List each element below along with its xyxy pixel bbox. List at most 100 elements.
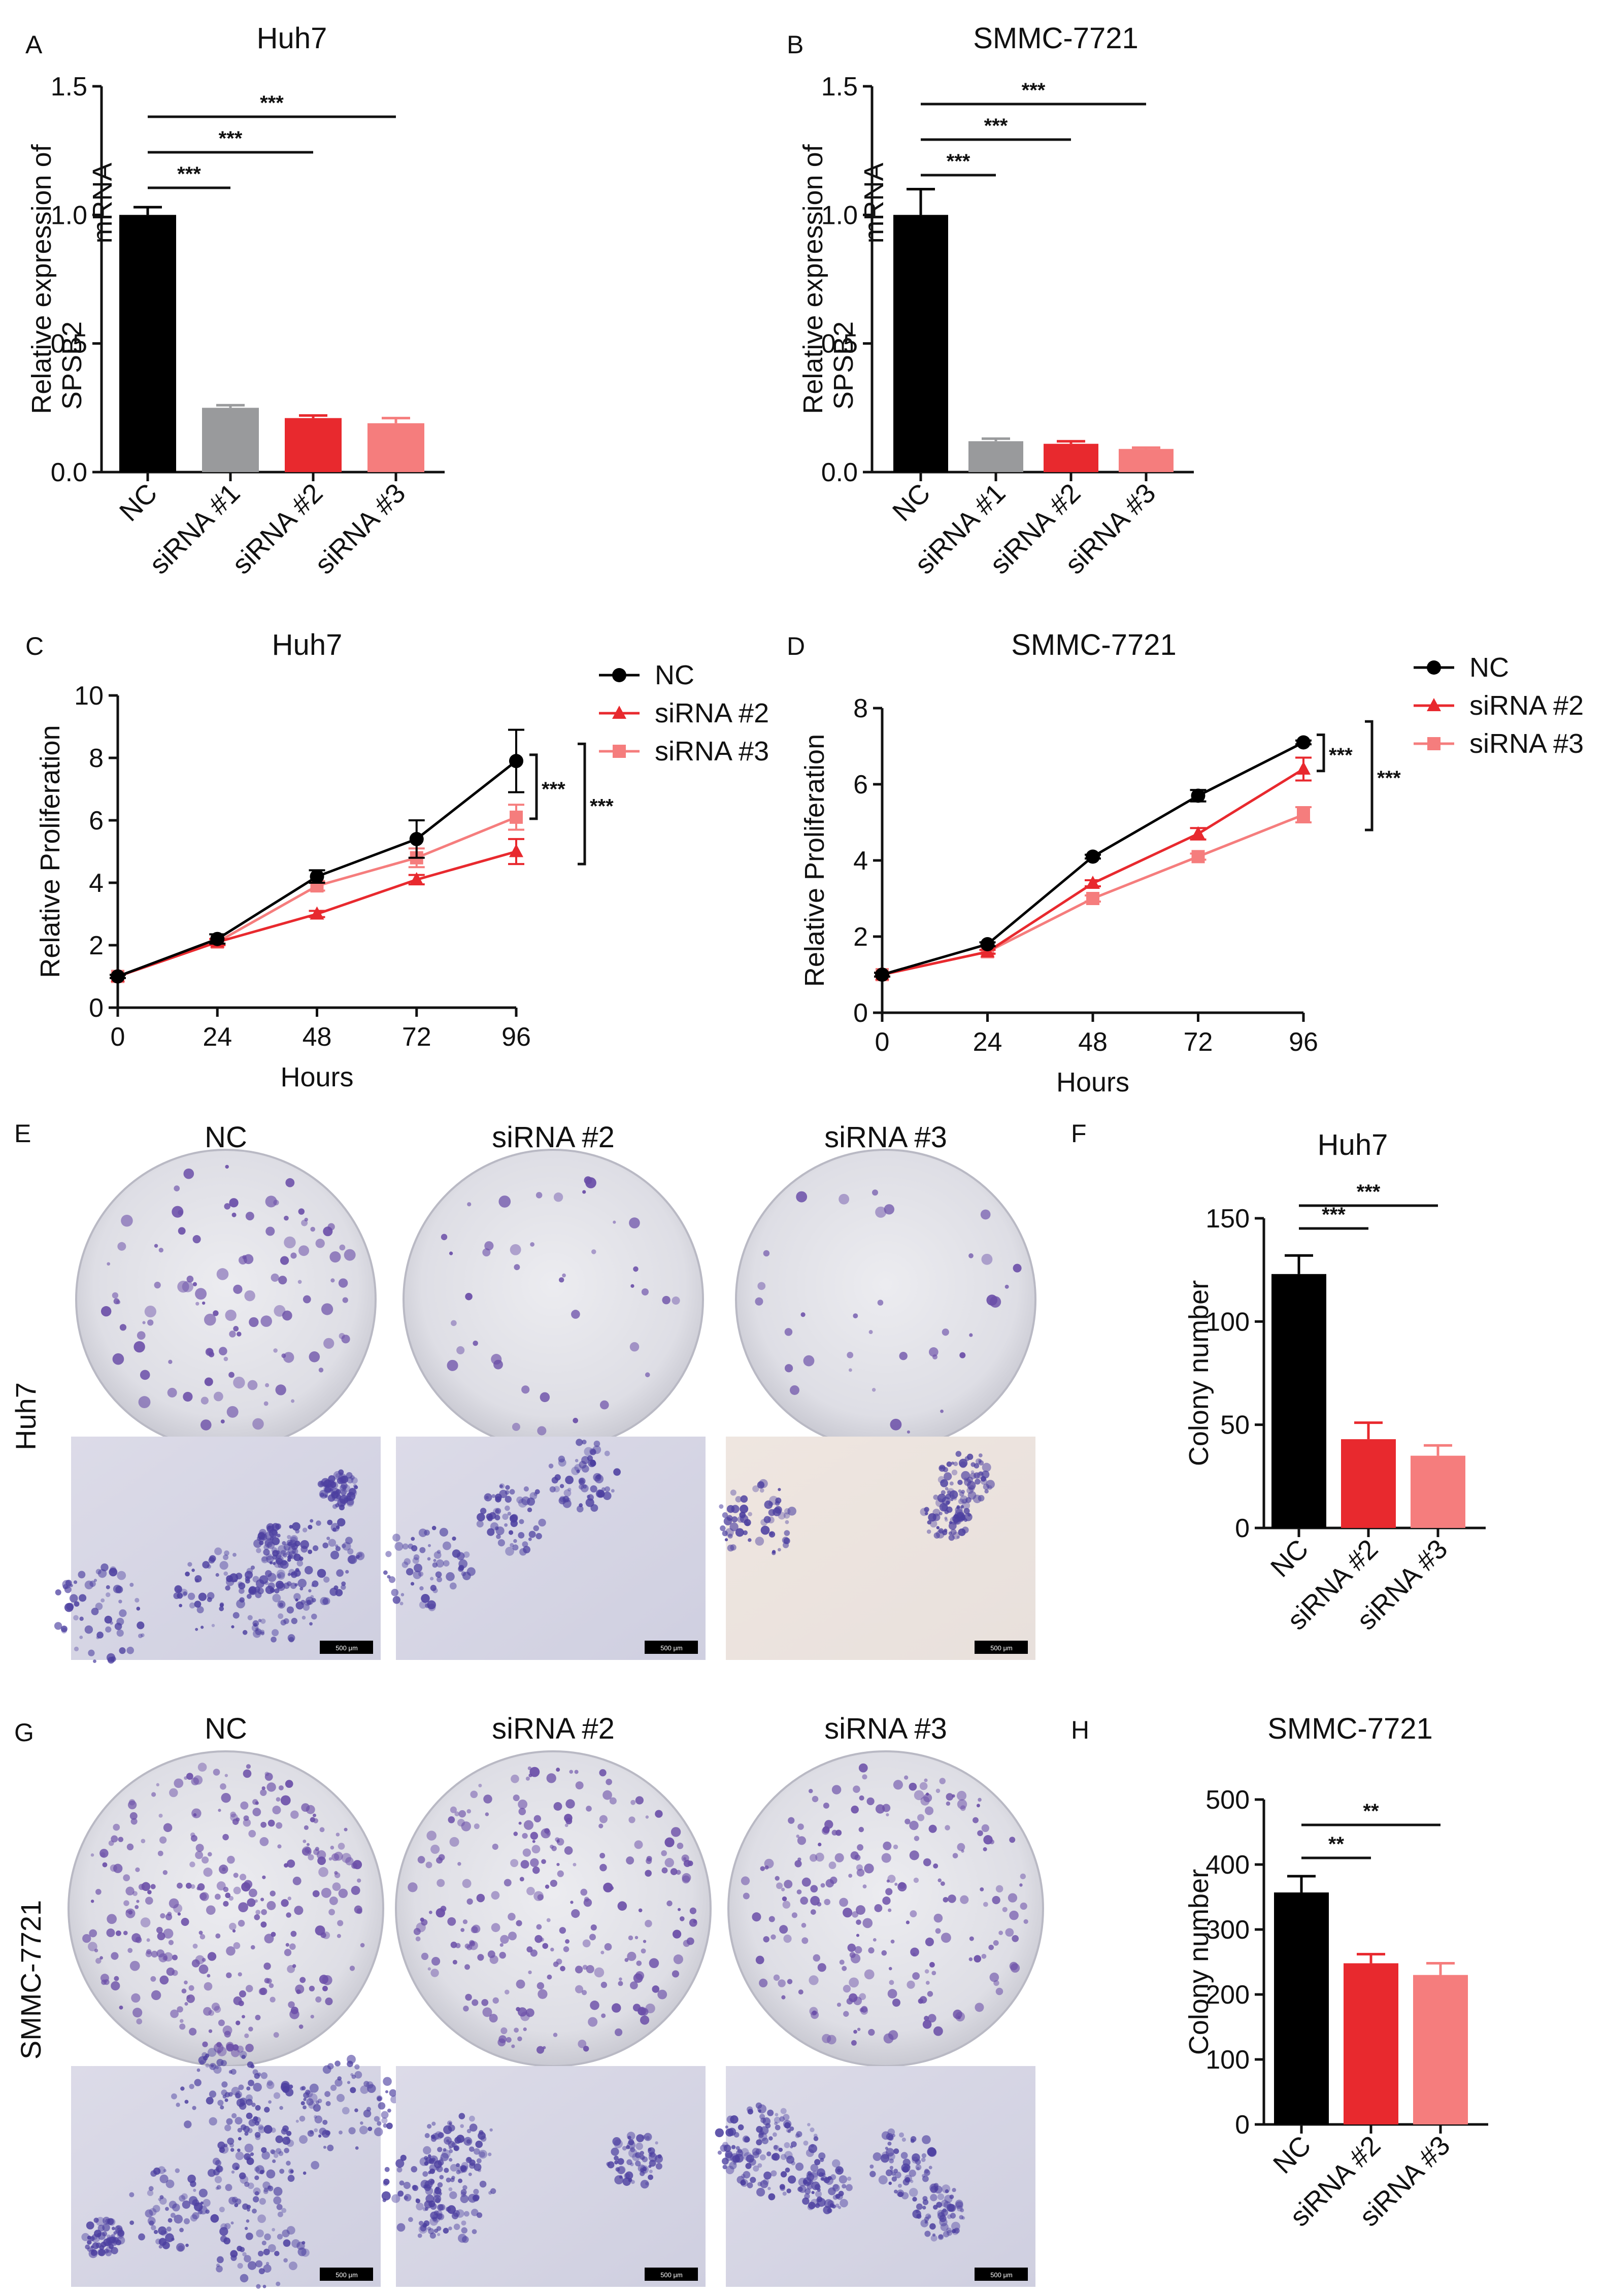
- colony-dot: [862, 1918, 873, 1928]
- cell: [216, 2265, 223, 2273]
- cell: [78, 1571, 86, 1579]
- colony-dot: [546, 1918, 551, 1922]
- cell: [266, 2080, 273, 2086]
- colony-dot: [542, 1943, 549, 1949]
- cell: [810, 2127, 815, 2133]
- cell: [743, 1530, 748, 1536]
- cell: [534, 1489, 540, 1494]
- micrograph-image: 500 μm: [381, 2066, 706, 2287]
- data-point: [210, 931, 225, 946]
- colony-dot: [217, 2050, 221, 2054]
- cell: [105, 1626, 112, 1633]
- colony-dot: [169, 1898, 179, 1909]
- cell: [244, 2143, 254, 2153]
- cell: [337, 1518, 346, 1527]
- cell: [290, 2170, 294, 2174]
- cell: [227, 2138, 234, 2145]
- cell: [183, 2218, 190, 2224]
- cell: [463, 1551, 470, 1558]
- colony-dot: [781, 1887, 785, 1891]
- cell: [213, 2065, 222, 2074]
- data-point: [613, 745, 626, 758]
- cell: [946, 1461, 952, 1467]
- cell: [427, 2154, 431, 2158]
- cell: [469, 2146, 475, 2152]
- colony-dot: [851, 1805, 859, 1814]
- significance-label: ***: [590, 795, 614, 818]
- cell: [437, 1550, 441, 1554]
- cell: [478, 2149, 487, 2159]
- cell: [961, 1471, 970, 1480]
- colony-dot: [186, 1275, 194, 1283]
- colony-dot: [796, 1835, 800, 1838]
- colony-dot: [893, 1780, 903, 1790]
- cell: [421, 1594, 430, 1603]
- cell: [203, 2199, 211, 2207]
- category-label: siRNA #3: [309, 478, 412, 580]
- x-tick-label: 0: [111, 1022, 125, 1052]
- cell: [774, 2121, 778, 2125]
- colony-dot: [998, 1931, 1003, 1935]
- cell: [562, 1499, 572, 1508]
- colony-dot: [529, 1767, 540, 1777]
- cell: [969, 1473, 977, 1479]
- colony-dot: [613, 1220, 616, 1224]
- cell: [97, 2224, 105, 2232]
- colony-dot: [995, 1885, 1003, 1893]
- culture-plate-image: [727, 1750, 1044, 2067]
- cell: [523, 1486, 529, 1492]
- colony-dot: [556, 1862, 560, 1867]
- colony-dot: [755, 1955, 764, 1965]
- colony-dot: [679, 1916, 685, 1921]
- colony-dot: [673, 1954, 683, 1965]
- colony-dot: [352, 1860, 362, 1870]
- significance-label: ***: [1377, 767, 1401, 789]
- data-point: [1191, 788, 1205, 803]
- colony-dot: [200, 1892, 209, 1902]
- cell: [565, 1475, 574, 1484]
- cell: [279, 2106, 283, 2110]
- colony-dot: [272, 1806, 281, 1815]
- cell: [592, 1445, 601, 1454]
- colony-dot: [183, 1168, 194, 1179]
- significance-label: ***: [542, 778, 565, 801]
- colony-dot: [159, 1836, 167, 1844]
- colony-dot: [181, 1917, 189, 1926]
- cell: [429, 2168, 435, 2174]
- cell: [510, 1543, 514, 1547]
- colony-dot: [847, 1351, 854, 1358]
- colony-dot: [163, 1928, 174, 1939]
- colony-dot: [233, 1376, 245, 1389]
- cell: [238, 1582, 246, 1590]
- cell: [91, 1608, 99, 1615]
- cell: [760, 2117, 766, 2123]
- colony-dot: [584, 1896, 589, 1902]
- colony-dot: [186, 1773, 193, 1780]
- significance-bracket: [1317, 734, 1325, 773]
- colony-dot: [687, 1860, 693, 1867]
- cell: [780, 2108, 787, 2114]
- y-tick-label: 0.0: [51, 458, 87, 487]
- colony-dot: [525, 1776, 530, 1781]
- cell: [237, 2262, 243, 2269]
- series-1: [110, 838, 524, 982]
- cell: [225, 1585, 230, 1591]
- significance-label: ***: [984, 115, 1008, 137]
- cell: [330, 2084, 337, 2091]
- colony-dot: [237, 2045, 244, 2053]
- colony-dot: [184, 2002, 188, 2006]
- cell: [385, 2090, 388, 2093]
- cell: [237, 2148, 241, 2152]
- cell: [229, 2143, 234, 2148]
- cell: [304, 1566, 313, 1575]
- cell: [499, 1483, 505, 1489]
- cell: [468, 2115, 475, 2122]
- colony-dot: [854, 1946, 862, 1954]
- colony-dot: [222, 2025, 232, 2036]
- cell: [299, 2135, 308, 2144]
- cell: [904, 2174, 912, 2183]
- colony-dot: [862, 1884, 867, 1889]
- colony-dot: [789, 1385, 799, 1395]
- cell: [79, 1636, 83, 1639]
- colony-dot: [132, 1891, 138, 1896]
